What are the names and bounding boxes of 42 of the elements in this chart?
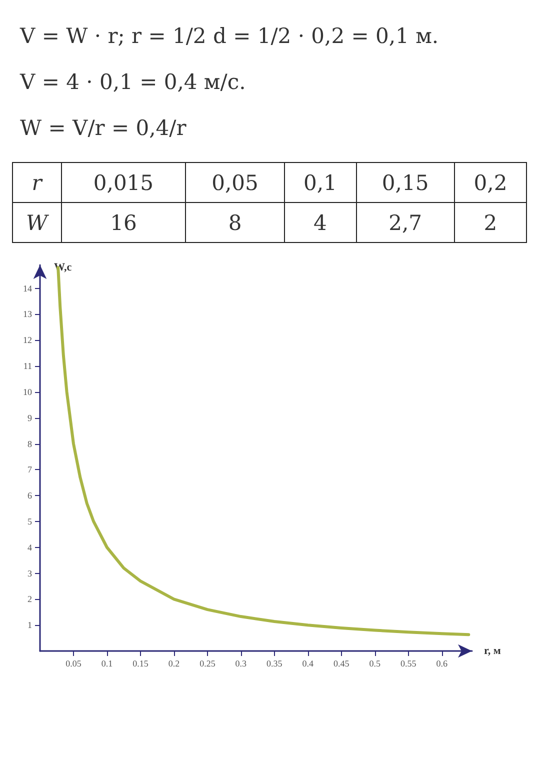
text: 8 <box>186 202 284 242</box>
y-tick-label: 14 <box>23 283 32 294</box>
text: 0,2 <box>454 162 526 202</box>
x-tick-label: 0.3 <box>235 658 248 668</box>
y-tick-label: 2 <box>28 594 32 604</box>
text: 16 <box>61 202 186 242</box>
y-tick-label: 12 <box>23 335 32 346</box>
x-tick-label: 0.05 <box>66 658 82 668</box>
y-tick-label: 6 <box>28 490 32 501</box>
text: 0,05 <box>186 162 284 202</box>
text: W = V/r = 0,4/r <box>20 116 188 140</box>
x-tick-label: 0.2 <box>168 658 180 668</box>
y-tick-label: 3 <box>28 568 32 578</box>
x-tick-label: 0.15 <box>132 658 149 668</box>
text: r <box>12 162 62 202</box>
y-tick-label: 11 <box>23 361 32 372</box>
y-tick-label: 9 <box>28 412 32 423</box>
x-tick-label: 0.55 <box>400 658 417 668</box>
y-tick-label: 4 <box>28 542 32 552</box>
text: 4 <box>284 202 356 242</box>
x-tick-label: 0.6 <box>436 658 448 668</box>
text: V = 4 · 0,1 = 0,4 м/с. <box>20 70 247 94</box>
y-tick-label: 7 <box>28 464 32 475</box>
x-tick-label: 0.4 <box>302 658 314 668</box>
x-tick-label: 0.1 <box>101 658 113 668</box>
x-tick-label: 0.25 <box>200 658 216 668</box>
y-tick-label: 5 <box>28 516 32 526</box>
x-tick-label: 0.5 <box>369 658 382 668</box>
y-tick-label: 8 <box>28 438 32 449</box>
text: 0,015 <box>61 162 186 202</box>
x-tick-label: 0.45 <box>334 658 350 668</box>
text: 0,1 <box>284 162 356 202</box>
text: 0,15 <box>356 162 454 202</box>
y-tick-label: 10 <box>23 386 32 397</box>
x-tick-label: 0.35 <box>266 658 283 668</box>
y-tick-label: 1 <box>28 620 32 630</box>
text: W <box>12 202 62 242</box>
x-axis-title: r, м <box>484 645 502 657</box>
text: V = W · r; r = 1/2 d = 1/2 · 0,2 = 0,1 м. <box>20 24 440 48</box>
text: 2,7 <box>356 202 454 242</box>
text: 2 <box>454 202 526 242</box>
y-tick-label: 13 <box>23 309 32 320</box>
